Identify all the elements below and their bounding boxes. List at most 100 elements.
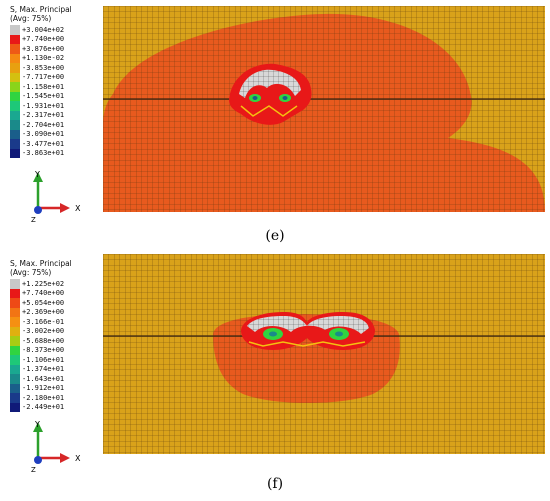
- stress-legend-f: S, Max. Principal (Avg: 75%) +1.225e+02 +…: [10, 259, 102, 412]
- y-axis-label: Y: [34, 170, 40, 179]
- legend-entry: -1.643e+01: [10, 374, 102, 384]
- legend-swatch: [10, 288, 20, 298]
- legend-swatch: [10, 393, 20, 403]
- legend-value: -3.863e+01: [22, 149, 65, 158]
- legend-entry: -1.158e+01: [10, 82, 102, 92]
- legend-swatch: [10, 53, 20, 63]
- legend-value: -1.106e+01: [22, 355, 65, 364]
- legend-value: -5.688e+00: [22, 336, 65, 345]
- legend-entry: +7.740e+00: [10, 288, 102, 298]
- legend-value: -1.643e+01: [22, 374, 65, 383]
- legend-value: -8.373e+00: [22, 346, 65, 355]
- legend-swatch: [10, 25, 20, 35]
- mesh-grid: [103, 254, 545, 454]
- legend-entry: +1.130e-02: [10, 53, 102, 63]
- legend-value: +7.740e+00: [22, 289, 65, 298]
- axis-triad-e: Y X Z: [31, 170, 81, 224]
- legend-title: S, Max. Principal: [10, 259, 72, 268]
- legend-swatch: [10, 34, 20, 44]
- damage-grid: [239, 69, 301, 98]
- z-axis-label: Z: [31, 216, 36, 224]
- legend-value: -2.704e+01: [22, 120, 65, 129]
- legend-title: S, Max. Principal: [10, 5, 72, 14]
- fe-mesh-f: [103, 254, 545, 454]
- legend-entry: -1.912e+01: [10, 383, 102, 393]
- legend-value: +3.004e+02: [22, 25, 65, 34]
- legend-entry: -3.863e+01: [10, 148, 102, 158]
- legend-entry: -3.002e+00: [10, 326, 102, 336]
- legend-value: +1.225e+02: [22, 279, 65, 288]
- x-arrow-head: [60, 203, 70, 213]
- figure-panel-f: S, Max. Principal (Avg: 75%) +1.225e+02 +…: [0, 254, 550, 474]
- legend-swatch: [10, 44, 20, 54]
- legend-value: -3.477e+01: [22, 139, 65, 148]
- legend-value: -1.912e+01: [22, 384, 65, 393]
- legend-swatch: [10, 383, 20, 393]
- legend-value: -2.180e+01: [22, 393, 65, 402]
- legend-entry: -8.373e+00: [10, 345, 102, 355]
- legend-value: -1.545e+01: [22, 92, 65, 101]
- legend-subtitle: (Avg: 75%): [10, 13, 52, 23]
- legend-entry: -3.477e+01: [10, 139, 102, 149]
- legend-entry: -1.931e+01: [10, 101, 102, 111]
- mesh-grid: [103, 6, 545, 212]
- y-arrow-head: [33, 422, 43, 432]
- legend-swatch: [10, 72, 20, 82]
- damage-grid: [247, 316, 369, 334]
- legend-swatch: [10, 129, 20, 139]
- caption-e: (e): [265, 228, 285, 244]
- legend-swatch: [10, 402, 20, 412]
- legend-value: +1.130e-02: [22, 54, 65, 63]
- legend-swatch: [10, 148, 20, 158]
- legend-entries: +3.004e+02 +7.740e+00 +3.876e+00 +1.130e-02…: [10, 25, 102, 158]
- y-axis-label: Y: [34, 420, 40, 429]
- crack-region: [229, 63, 312, 125]
- legend-entry: -1.545e+01: [10, 91, 102, 101]
- legend-entry: +7.740e+00: [10, 34, 102, 44]
- legend-entries: +1.225e+02 +7.740e+00 +5.054e+00 +2.369e+00…: [10, 279, 102, 412]
- legend-swatch: [10, 345, 20, 355]
- legend-entry: -5.688e+00: [10, 336, 102, 346]
- legend-entry: -2.317e+01: [10, 110, 102, 120]
- legend-swatch: [10, 307, 20, 317]
- legend-swatch: [10, 139, 20, 149]
- legend-value: -1.931e+01: [22, 101, 65, 110]
- legend-entry: -1.106e+01: [10, 355, 102, 365]
- y-arrow-head: [33, 172, 43, 182]
- stress-legend-e: S, Max. Principal (Avg: 75%) +3.004e+02 +…: [10, 5, 102, 158]
- legend-swatch: [10, 120, 20, 130]
- legend-swatch: [10, 326, 20, 336]
- x-axis-label: X: [75, 204, 81, 213]
- legend-value: +3.876e+00: [22, 44, 65, 53]
- compression-core-left: [252, 96, 258, 100]
- z-axis-dot: [34, 456, 42, 464]
- legend-value: +5.054e+00: [22, 298, 65, 307]
- legend-value: -1.374e+01: [22, 365, 65, 374]
- legend-entry: -2.449e+01: [10, 402, 102, 412]
- legend-entry: -2.704e+01: [10, 120, 102, 130]
- crack-edge: [248, 341, 366, 347]
- axis-triad-f: Y X Z: [31, 420, 81, 474]
- compression-core-right: [335, 331, 343, 337]
- z-axis-dot: [34, 206, 42, 214]
- legend-swatch: [10, 279, 20, 289]
- legend-value: +2.369e+00: [22, 308, 65, 317]
- legend-entry: +3.004e+02: [10, 25, 102, 35]
- legend-value: +7.740e+00: [22, 35, 65, 44]
- crack-region: [241, 312, 375, 350]
- legend-swatch: [10, 336, 20, 346]
- legend-entry: -7.717e+00: [10, 72, 102, 82]
- legend-entry: -3.166e-01: [10, 317, 102, 327]
- x-arrow-head: [60, 453, 70, 463]
- legend-entry: -3.853e+00: [10, 63, 102, 73]
- legend-value: -1.158e+01: [22, 82, 65, 91]
- legend-value: -3.002e+00: [22, 327, 65, 336]
- legend-subtitle: (Avg: 75%): [10, 267, 52, 277]
- caption-f: (f): [266, 476, 284, 492]
- legend-entry: +2.369e+00: [10, 307, 102, 317]
- compression-core-right: [282, 96, 288, 100]
- legend-swatch: [10, 101, 20, 111]
- fe-mesh-e: [103, 6, 545, 212]
- x-axis-label: X: [75, 454, 81, 463]
- legend-entry: +5.054e+00: [10, 298, 102, 308]
